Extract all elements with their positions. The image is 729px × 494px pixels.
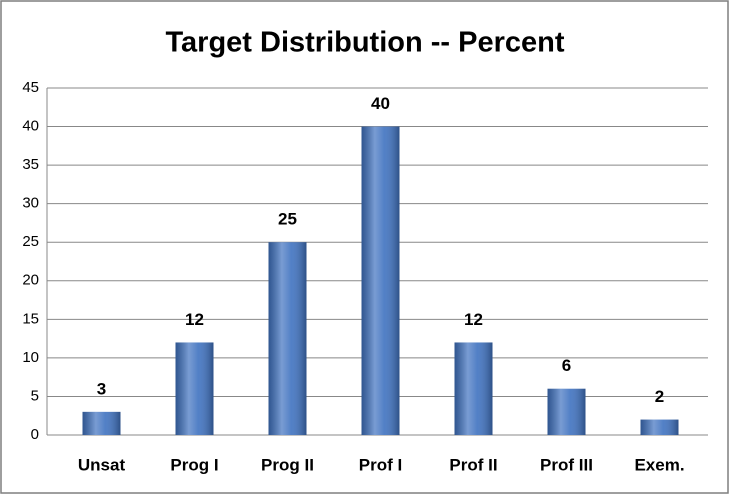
data-label: 6 xyxy=(562,356,571,375)
data-label: 12 xyxy=(464,310,483,329)
bar-shine xyxy=(361,126,400,436)
x-tick-label: Prof II xyxy=(449,455,497,474)
y-tick-label: 40 xyxy=(22,118,39,135)
x-tick-label: Prof I xyxy=(359,455,402,474)
bar-shine xyxy=(175,342,214,435)
x-tick-label: Prog II xyxy=(261,455,314,474)
bar-shine xyxy=(82,411,121,435)
bar-shine xyxy=(640,419,679,435)
y-tick-label: 0 xyxy=(31,426,39,443)
bar-shine xyxy=(268,242,307,435)
y-tick-label: 15 xyxy=(22,310,39,327)
data-label: 25 xyxy=(278,210,297,229)
y-tick-label: 25 xyxy=(22,233,39,250)
x-tick-label: Prof III xyxy=(540,455,593,474)
bar-shine xyxy=(454,342,493,435)
data-label: 12 xyxy=(185,310,204,329)
y-tick-label: 20 xyxy=(22,272,39,289)
chart-title: Target Distribution -- Percent xyxy=(165,27,564,59)
y-tick-label: 30 xyxy=(22,195,39,212)
y-tick-label: 5 xyxy=(31,387,39,404)
data-label: 2 xyxy=(655,387,664,406)
x-tick-label: Exem. xyxy=(634,455,684,474)
x-tick-label: Prog I xyxy=(170,455,218,474)
y-tick-label: 35 xyxy=(22,156,39,173)
bar-shine xyxy=(547,388,586,435)
x-tick-label: Unsat xyxy=(78,455,126,474)
data-label: 40 xyxy=(371,94,390,113)
y-tick-label: 45 xyxy=(22,79,39,96)
data-label: 3 xyxy=(97,379,106,398)
y-tick-label: 10 xyxy=(22,349,39,366)
